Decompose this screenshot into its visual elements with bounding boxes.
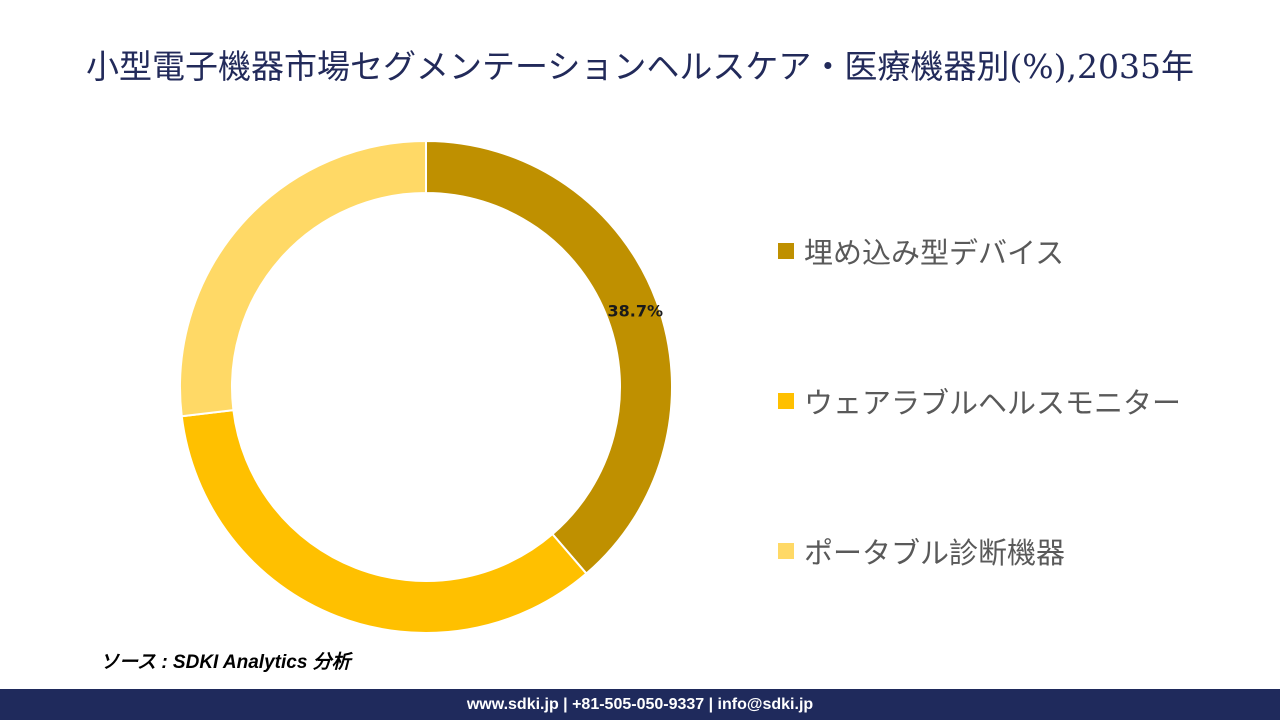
chart-title: 小型電子機器市場セグメンテーションヘルスケア・医療機器別(%),2035年 bbox=[86, 47, 1194, 86]
data-label-1: 38.7% bbox=[608, 302, 664, 321]
legend-item-wearable[interactable]: ウェアラブルヘルスモニター bbox=[778, 380, 1181, 422]
donut-slice-2[interactable] bbox=[180, 408, 588, 634]
legend-swatch bbox=[778, 393, 794, 409]
legend-item-portable[interactable]: ポータブル診断機器 bbox=[778, 530, 1065, 572]
donut-slice-1[interactable] bbox=[425, 139, 673, 575]
legend-swatch bbox=[778, 543, 794, 559]
legend-swatch bbox=[778, 243, 794, 259]
footer-contact[interactable]: www.sdki.jp | +81-505-050-9337 | info@sd… bbox=[0, 689, 1280, 720]
donut-slice-3[interactable] bbox=[179, 139, 427, 418]
legend-item-implantable[interactable]: 埋め込み型デバイス bbox=[778, 230, 1064, 272]
legend-label: 埋め込み型デバイス bbox=[804, 236, 1065, 270]
legend-label: ウェアラブルヘルスモニター bbox=[804, 386, 1182, 420]
source-note: ソース : SDKI Analytics 分析 bbox=[100, 652, 351, 673]
legend-label: ポータブル診断機器 bbox=[804, 536, 1066, 570]
